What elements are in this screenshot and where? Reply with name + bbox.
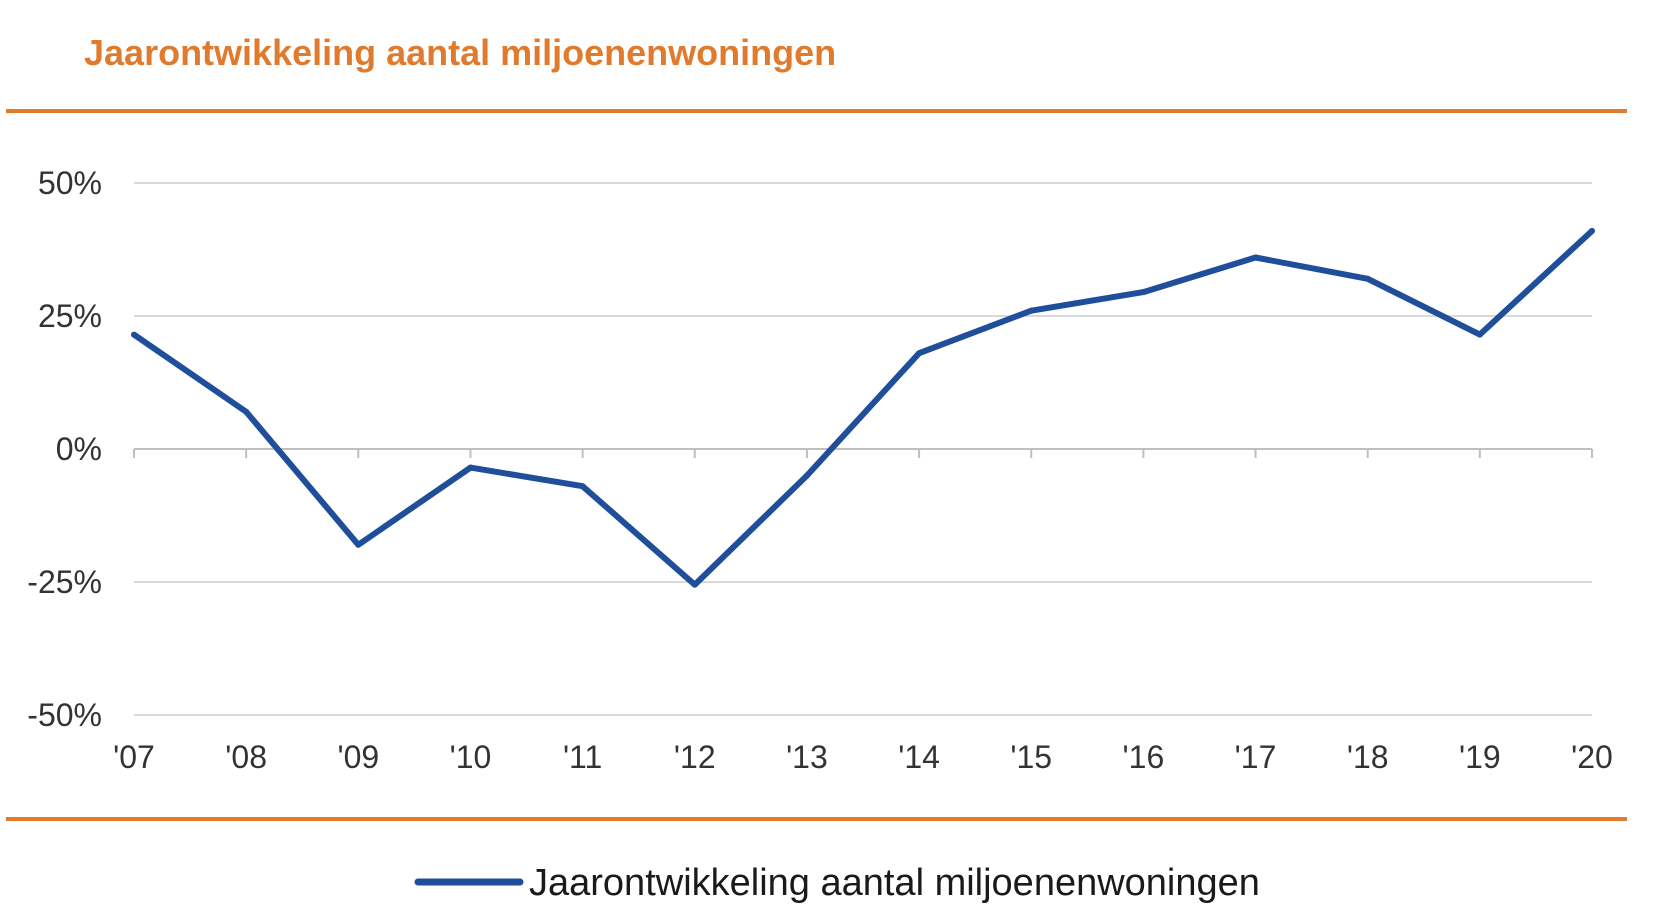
legend-label: Jaarontwikkeling aantal miljoenenwoninge… <box>529 862 1260 904</box>
x-axis-tick-labels: '07 '08 '09 '10 '11 '12 '13 '14 '15 '16 '17 '18 '19 '… <box>113 739 1613 775</box>
y-tick-label: 25% <box>38 298 102 334</box>
data-point <box>1140 289 1147 296</box>
x-axis <box>133 448 1593 458</box>
data-point <box>579 483 586 490</box>
y-tick-label: 0% <box>56 431 102 467</box>
x-tick-label: '12 <box>674 739 716 775</box>
data-point <box>243 408 250 415</box>
x-tick-label: '08 <box>225 739 267 775</box>
y-tick-label: -50% <box>27 697 102 733</box>
x-tick-label: '18 <box>1347 739 1389 775</box>
y-tick-label: -25% <box>27 564 102 600</box>
data-point <box>1589 227 1595 234</box>
data-point <box>691 581 698 588</box>
x-tick-label: '17 <box>1235 739 1277 775</box>
gridlines <box>134 182 1592 716</box>
data-point <box>467 464 474 471</box>
x-tick-label: '16 <box>1123 739 1165 775</box>
series-layer <box>131 227 1595 588</box>
x-tick-label: '07 <box>113 739 155 775</box>
data-point <box>1476 331 1483 338</box>
data-point <box>131 331 137 338</box>
x-tick-label: '13 <box>786 739 828 775</box>
x-tick-label: '09 <box>337 739 379 775</box>
y-axis-tick-labels: 50% 25% 0% -25% -50% <box>27 165 102 733</box>
x-tick-label: '20 <box>1571 739 1613 775</box>
y-tick-label: 50% <box>38 165 102 201</box>
series-line <box>132 228 1595 588</box>
data-point <box>1252 254 1259 261</box>
data-point <box>1364 275 1371 282</box>
data-point <box>916 350 923 357</box>
x-tick-label: '19 <box>1459 739 1501 775</box>
x-tick-label: '11 <box>563 739 602 775</box>
legend: Jaarontwikkeling aantal miljoenenwoninge… <box>414 862 1260 904</box>
chart-title: Jaarontwikkeling aantal miljoenenwoninge… <box>84 32 837 73</box>
data-point <box>803 472 810 479</box>
x-tick-label: '14 <box>898 739 940 775</box>
x-tick-label: '15 <box>1010 739 1052 775</box>
data-point <box>355 541 362 548</box>
data-point <box>1028 307 1035 314</box>
x-tick-label: '10 <box>450 739 492 775</box>
